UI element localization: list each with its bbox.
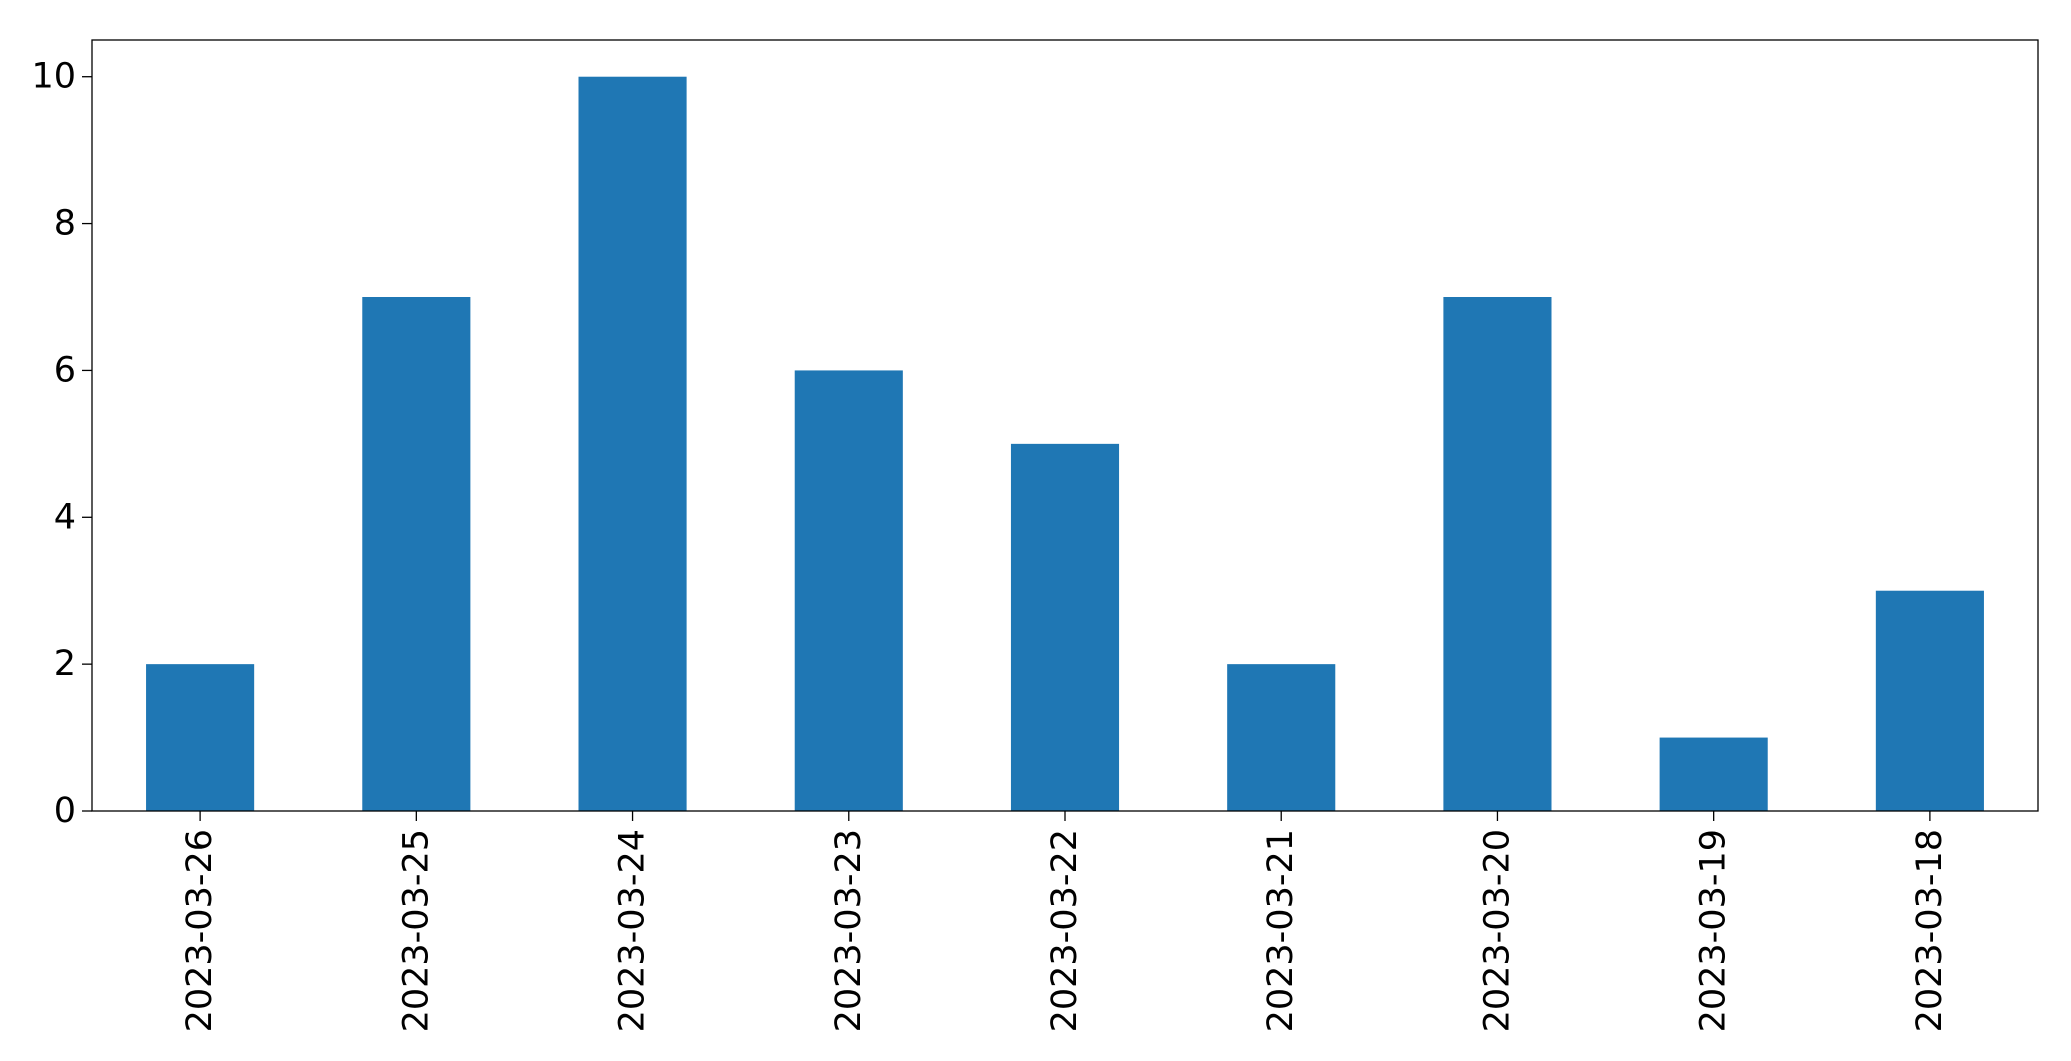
y-axis: 0 2 4 6 8 10 <box>31 57 92 831</box>
y-tick-label: 4 <box>54 497 76 537</box>
y-tick-label: 0 <box>54 791 76 831</box>
bar-2023-03-19 <box>1659 737 1768 811</box>
bars <box>146 76 1984 811</box>
x-tick-label: 2023-03-24 <box>613 829 653 1032</box>
x-tick-label: 2023-03-20 <box>1477 829 1517 1032</box>
y-tick-label: 2 <box>54 644 76 684</box>
bar-2023-03-23 <box>794 370 903 811</box>
x-tick-label: 2023-03-25 <box>396 829 436 1032</box>
x-axis: 2023-03-26 2023-03-25 2023-03-24 2023-03-23… <box>180 811 1950 1032</box>
x-tick-label: 2023-03-23 <box>829 829 869 1032</box>
x-tick-label: 2023-03-26 <box>180 829 220 1032</box>
plot-frame <box>91 39 2039 812</box>
bar-2023-03-22 <box>1010 443 1120 811</box>
bar-2023-03-25 <box>362 297 471 811</box>
x-tick-label: 2023-03-22 <box>1045 829 1085 1032</box>
y-tick-label: 6 <box>54 350 76 390</box>
x-tick-label: 2023-03-21 <box>1261 829 1301 1032</box>
bar-2023-03-24 <box>578 76 687 811</box>
x-tick-label: 2023-03-19 <box>1694 829 1734 1032</box>
y-tick-label: 10 <box>31 57 76 97</box>
x-tick-label: 2023-03-18 <box>1910 829 1950 1032</box>
bar-2023-03-20 <box>1443 297 1552 811</box>
bar-2023-03-26 <box>146 664 255 811</box>
bar-2023-03-21 <box>1227 664 1336 811</box>
y-tick-label: 8 <box>54 204 76 244</box>
bar-2023-03-18 <box>1875 590 1984 811</box>
